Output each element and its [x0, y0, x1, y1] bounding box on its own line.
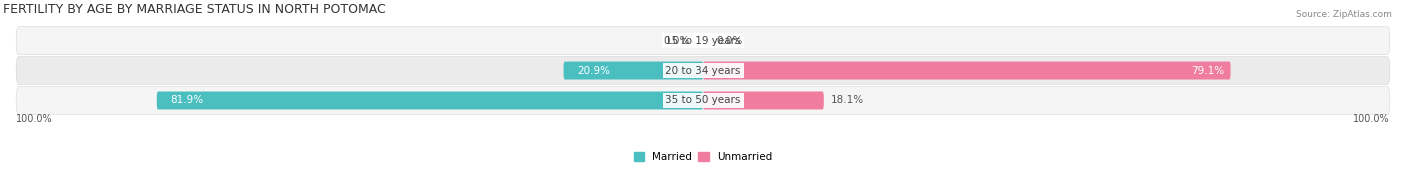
- Text: 81.9%: 81.9%: [170, 95, 204, 105]
- FancyBboxPatch shape: [15, 26, 1391, 55]
- Text: 0.0%: 0.0%: [716, 36, 742, 46]
- FancyBboxPatch shape: [564, 62, 703, 80]
- FancyBboxPatch shape: [15, 86, 1391, 114]
- FancyBboxPatch shape: [703, 62, 1230, 80]
- Text: FERTILITY BY AGE BY MARRIAGE STATUS IN NORTH POTOMAC: FERTILITY BY AGE BY MARRIAGE STATUS IN N…: [3, 3, 385, 16]
- Legend: Married, Unmarried: Married, Unmarried: [630, 148, 776, 166]
- Text: 15 to 19 years: 15 to 19 years: [665, 36, 741, 46]
- FancyBboxPatch shape: [703, 92, 824, 110]
- Text: 100.0%: 100.0%: [1353, 114, 1391, 124]
- FancyBboxPatch shape: [156, 92, 703, 110]
- Text: 100.0%: 100.0%: [15, 114, 53, 124]
- Text: 35 to 50 years: 35 to 50 years: [665, 95, 741, 105]
- Text: 18.1%: 18.1%: [831, 95, 863, 105]
- Text: 20 to 34 years: 20 to 34 years: [665, 65, 741, 75]
- Text: 0.0%: 0.0%: [664, 36, 690, 46]
- Text: Source: ZipAtlas.com: Source: ZipAtlas.com: [1296, 10, 1392, 19]
- FancyBboxPatch shape: [15, 56, 1391, 85]
- Text: 79.1%: 79.1%: [1191, 65, 1223, 75]
- Text: 20.9%: 20.9%: [576, 65, 610, 75]
